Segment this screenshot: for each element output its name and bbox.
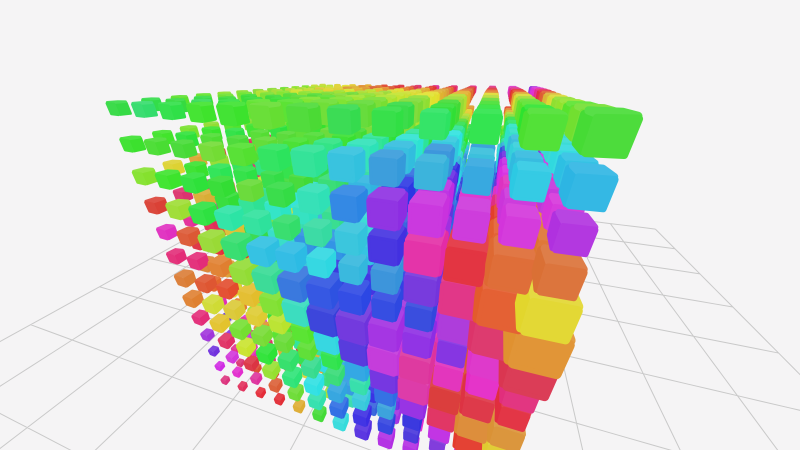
cubes-3d-canvas[interactable] <box>0 0 800 450</box>
webgl-cube-wave-demo <box>0 0 800 450</box>
